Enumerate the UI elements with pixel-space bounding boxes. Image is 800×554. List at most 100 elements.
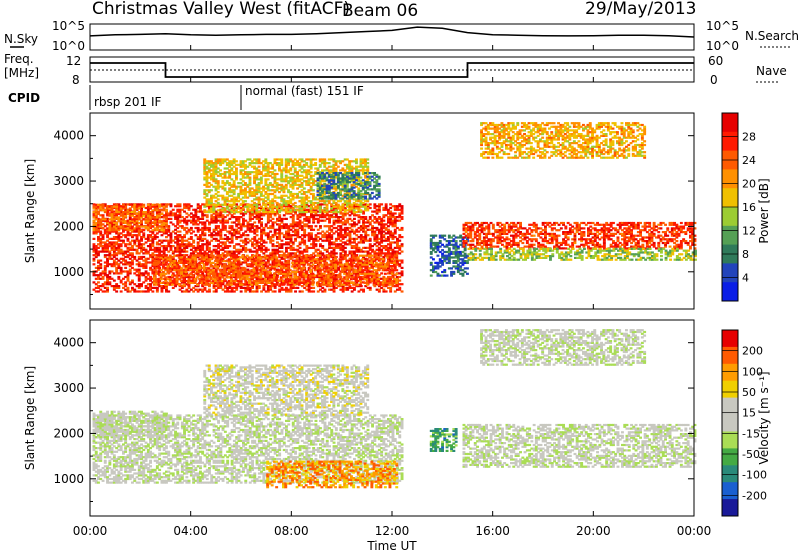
- power-cell-548: [138, 269, 141, 271]
- power-cell-3979: [165, 209, 168, 211]
- power-cell-4910: [377, 278, 380, 280]
- power-cell-4283: [223, 267, 226, 269]
- power-cell-193: [108, 272, 111, 274]
- power-cell-4499: [275, 276, 278, 278]
- power-cell-4686: [323, 273, 326, 275]
- nave-tick-high: 60: [708, 54, 723, 68]
- power-cell-3217: [362, 289, 365, 291]
- power-cell-3680: [401, 270, 404, 272]
- power-cell-4237: [212, 255, 215, 257]
- power-cell-1585: [224, 234, 227, 236]
- power-cell-4935: [384, 273, 387, 275]
- power-cell-876: [165, 236, 168, 238]
- power-cell-3779: [113, 218, 116, 220]
- power-cell-4170: [198, 267, 201, 269]
- power-cell-3677: [401, 283, 404, 285]
- power-cell-87: [99, 260, 102, 262]
- power-cell-2307: [285, 249, 288, 251]
- power-cell-3686: [401, 243, 404, 245]
- power-cell-1118: [185, 223, 188, 225]
- power-cell-3655: [398, 280, 401, 282]
- power-cell-932: [170, 218, 173, 220]
- power-cell-960: [174, 285, 177, 287]
- power-cell-2159: [272, 218, 275, 220]
- power-cell-2496: [301, 290, 304, 292]
- power-cell-4075: [176, 280, 179, 282]
- power-cell-2847: [330, 236, 333, 238]
- power-cell-406: [127, 287, 130, 289]
- power-cell-4519: [280, 262, 283, 264]
- power-cell-4141: [191, 275, 194, 277]
- power-cell-609: [142, 247, 145, 249]
- power-cell-3963: [161, 213, 164, 215]
- cpid-label: CPID: [8, 91, 40, 105]
- power-cell-523: [136, 236, 139, 238]
- power-cell-4445: [262, 280, 265, 282]
- power-cell-2376: [290, 236, 293, 238]
- power-cell-1089: [183, 236, 186, 238]
- nsearch-tick-high: 10^5: [706, 19, 739, 33]
- power-cell-4587: [298, 265, 301, 267]
- power-cell-1632: [228, 245, 231, 247]
- power-cell-4766: [341, 264, 344, 266]
- power-cell-3181: [358, 247, 361, 249]
- power-cell-4923: [379, 255, 382, 257]
- power-cell-4090: [178, 265, 181, 267]
- power-cell-2540: [303, 240, 306, 242]
- power-cell-1197: [192, 231, 195, 233]
- power-cell-4782: [345, 260, 348, 262]
- power-cell-613: [142, 232, 145, 234]
- power-cell-3016: [344, 247, 347, 249]
- power-cell-4295: [225, 255, 228, 257]
- power-cell-1177: [190, 205, 193, 207]
- power-cell-1340: [204, 223, 207, 225]
- power-cell-2652: [312, 229, 315, 231]
- power-cell-3972: [165, 229, 168, 231]
- power-cell-3692: [401, 212, 404, 214]
- power-cell-2069: [265, 247, 268, 249]
- power-cell-2018: [260, 236, 263, 238]
- power-cell-4791: [348, 267, 351, 269]
- power-cell-327: [120, 290, 123, 292]
- power-cell-3432: [380, 249, 383, 251]
- power-cell-4604: [302, 267, 305, 269]
- power-cell-2244: [278, 214, 281, 216]
- power-cell-3860: [133, 204, 136, 206]
- power-cell-1661: [231, 236, 234, 238]
- power-cell-4453: [264, 278, 267, 280]
- power-cell-3265: [364, 216, 367, 218]
- power-cell-3618: [394, 223, 397, 225]
- power-cell-330: [120, 272, 123, 274]
- power-cell-4579: [296, 258, 299, 260]
- power-cell-4339: [235, 255, 238, 257]
- power-cell-4887: [370, 255, 373, 257]
- power-cell-1975: [258, 285, 261, 287]
- power-cell-4848: [361, 258, 364, 260]
- power-cell-4805: [352, 262, 355, 264]
- power-cell-4464: [266, 267, 269, 269]
- freq-tick-high: 12: [66, 54, 81, 68]
- power-cell-2626: [310, 232, 313, 234]
- power-cell-3691: [401, 216, 404, 218]
- nsearch-tick-low: 10^0: [706, 39, 739, 53]
- power-cell-115: [102, 236, 105, 238]
- power-cell-3653: [398, 287, 401, 289]
- power-cell-437: [129, 272, 132, 274]
- power-cell-959: [172, 209, 175, 211]
- power-cell-4744: [334, 256, 337, 258]
- power-cell-3472: [382, 220, 385, 222]
- station-title: Christmas Valley West (fitACF): [92, 0, 350, 19]
- power-cell-383: [124, 267, 127, 269]
- power-cell-1961: [256, 234, 259, 236]
- power-cell-3679: [401, 272, 404, 274]
- power-cell-270: [115, 290, 118, 292]
- power-cell-4639: [312, 280, 315, 282]
- power-cell-3997: [155, 267, 158, 269]
- power-cell-4767: [341, 258, 344, 260]
- nsky-tick-low: 10^0: [52, 39, 85, 53]
- power-cell-4419: [255, 267, 258, 269]
- power-cell-2795: [326, 249, 329, 251]
- power-cell-3977: [165, 218, 168, 220]
- power-cell-1031: [179, 234, 182, 236]
- power-cell-1372: [206, 214, 209, 216]
